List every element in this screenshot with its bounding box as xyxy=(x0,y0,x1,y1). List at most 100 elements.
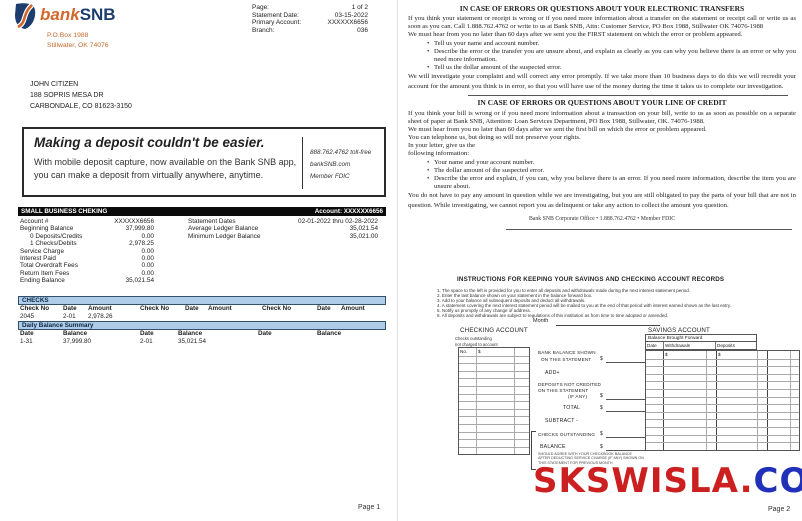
empty-row xyxy=(646,388,799,397)
fill-line xyxy=(606,437,652,438)
credit-para5: following information: xyxy=(408,150,470,158)
promo-body-line1: With mobile deposit capture, now availab… xyxy=(34,157,297,167)
bank-snb-logo-icon xyxy=(13,2,38,35)
summary-value: XXXXXX6656 xyxy=(114,218,154,225)
credit-bullet: Your name and your account number. xyxy=(408,159,796,167)
summary-value: 2,978.25 xyxy=(129,240,154,248)
summary-row: Beginning Balance 37,999.80 xyxy=(20,225,154,232)
promo-contact: 888.762.4762 toll-free bankSNB.com Membe… xyxy=(310,147,371,183)
meta-row-statement-date: Statement Date: 03-15-2022 xyxy=(252,12,368,20)
summary-label: Minimum Ledger Balance xyxy=(188,232,261,240)
line-of-credit-title: IN CASE OF ERRORS OR QUESTIONS ABOUT YOU… xyxy=(477,98,727,108)
savings-row: $ $ xyxy=(646,351,799,359)
summary-row: Service Charge 0.00 xyxy=(20,248,154,255)
col-deposits: Deposits xyxy=(717,343,735,348)
page2-number: Page 2 xyxy=(768,506,791,513)
checking-note-line2: not charged to account xyxy=(455,341,498,347)
credit-para2: We must hear from you no later than 60 d… xyxy=(408,125,707,133)
checks-outstanding-header-row: No. $ xyxy=(459,348,529,356)
dollar-sign: $ xyxy=(600,444,603,450)
meta-label: Branch: xyxy=(252,27,275,35)
promo-title: Making a deposit couldn't be easier. xyxy=(34,135,265,150)
check-amount: 2,978.26 xyxy=(88,313,113,320)
skswisla-watermark: SKSWISLA.COM xyxy=(533,461,802,501)
empty-row xyxy=(646,419,799,427)
checks-col-header: Date xyxy=(63,305,77,312)
fill-line xyxy=(606,362,652,363)
meta-row-branch: Branch: 036 xyxy=(252,27,368,35)
checks-col-header: Date xyxy=(317,305,331,312)
electronic-bullet: Tell us the dollar amount of the suspect… xyxy=(408,64,796,72)
checks-col-header: Date xyxy=(185,305,199,312)
check-number: 2045 xyxy=(20,313,35,320)
promo-body-line2: you can make a deposit from virtually an… xyxy=(34,170,264,180)
fill-line xyxy=(606,399,652,400)
month-label: Month xyxy=(533,318,549,324)
empty-row xyxy=(459,423,529,432)
summary-label: Return Item Fees xyxy=(20,269,70,277)
bank-address-line2: Stillwater, OK 74076 xyxy=(47,42,109,49)
empty-row xyxy=(459,385,529,394)
credit-para4: In your letter, give us the xyxy=(408,142,475,150)
checks-outstanding-bracket xyxy=(531,431,536,470)
fill-line xyxy=(606,411,652,412)
summary-row: Return Item Fees 0.00 xyxy=(20,270,154,277)
empty-row xyxy=(646,381,799,389)
meta-row-page: Page: 1 of 2 xyxy=(252,4,368,12)
summary-value: 0.00 xyxy=(141,247,154,255)
empty-row xyxy=(646,442,799,450)
checks-col-header: Amount xyxy=(208,305,232,312)
summary-row: Account # XXXXXX6656 xyxy=(20,218,154,225)
dollar-sign: $ xyxy=(600,393,603,399)
daily-balance-col-header: Balance xyxy=(317,330,342,337)
instruction-item: 3. Add to your balance all subsequent de… xyxy=(437,298,586,304)
meta-label: Primary Account: xyxy=(252,19,302,27)
electronic-para1: If you think your statement or receipt i… xyxy=(408,15,796,31)
meta-value: XXXXXX6656 xyxy=(327,19,368,27)
summary-value: 35,021.00 xyxy=(349,232,378,240)
summary-row: Ending Balance 35,021.54 xyxy=(20,277,154,284)
promo-divider xyxy=(302,137,303,189)
daily-balance-date: 1-31 xyxy=(20,338,33,345)
instructions-list: 1. The space to the left is provided for… xyxy=(437,288,799,319)
summary-row: 0 Deposits/Credits 0.00 xyxy=(20,233,154,240)
promo-box: Making a deposit couldn't be easier. Wit… xyxy=(22,127,386,197)
deposits-label1: DEPOSITS NOT CREDITED xyxy=(538,382,602,387)
savings-account-title: SAVINGS ACCOUNT xyxy=(648,327,711,334)
watermark-red-part: SKSWISLA. xyxy=(533,461,754,501)
disclosures-text: IN CASE OF ERRORS OR QUESTIONS ABOUT YOU… xyxy=(408,2,796,231)
summary-label: Account # xyxy=(20,218,49,225)
summary-value: 0.00 xyxy=(141,254,154,262)
summary-label: Statement Dates xyxy=(188,218,236,225)
daily-balance-section-header: Daily Balance Summary xyxy=(18,321,386,330)
deposits-label2: ON THIS STATEMENT xyxy=(538,388,589,393)
empty-row xyxy=(646,373,799,382)
summary-label: 0 Deposits/Credits xyxy=(30,232,83,240)
daily-balance-value: 37,999.80 xyxy=(63,338,92,345)
promo-phone: 888.762.4762 toll-free xyxy=(310,149,372,156)
summary-right-column: Statement Dates 02-01-2022 thru 02-28-202… xyxy=(188,218,378,240)
instruction-item: 1. The space to the left is provided for… xyxy=(437,288,691,293)
summary-label: Interest Paid xyxy=(20,254,56,262)
credit-para6: You do not have to pay any amount in que… xyxy=(408,192,796,210)
credit-para3: You can telephone us, but doing so will … xyxy=(408,134,581,142)
bank-logo-wordmark: bankSNB xyxy=(40,5,116,25)
checking-note-line1: Checks outstanding xyxy=(455,336,492,341)
dollar-sign: $ xyxy=(600,431,603,437)
col-dollar: $ xyxy=(477,348,515,356)
checks-col-header: Check No xyxy=(140,305,170,312)
recipient-address: JOHN CITIZEN 188 SOPRIS MESA DR CARBONDA… xyxy=(30,80,132,112)
summary-value: 0.00 xyxy=(141,269,154,277)
balance-label: BALANCE xyxy=(540,444,566,450)
daily-balance-col-header: Balance xyxy=(178,330,203,337)
statement-meta: Page: 1 of 2 Statement Date: 03-15-2022 Pr… xyxy=(252,4,368,35)
col-date: Date xyxy=(646,342,664,349)
summary-label: Average Ledger Balance xyxy=(188,225,259,233)
bank-address: P.O.Box 1988 Stillwater, OK 74076 xyxy=(47,31,109,51)
instructions-title: INSTRUCTIONS FOR KEEPING YOUR SAVINGS AN… xyxy=(457,276,725,283)
empty-row xyxy=(459,363,529,371)
savings-column-headers: Date Withdrawals Deposits xyxy=(645,342,757,350)
page1-number: Page 1 xyxy=(358,504,381,511)
meta-value: 036 xyxy=(357,27,368,35)
section-divider xyxy=(468,95,788,97)
